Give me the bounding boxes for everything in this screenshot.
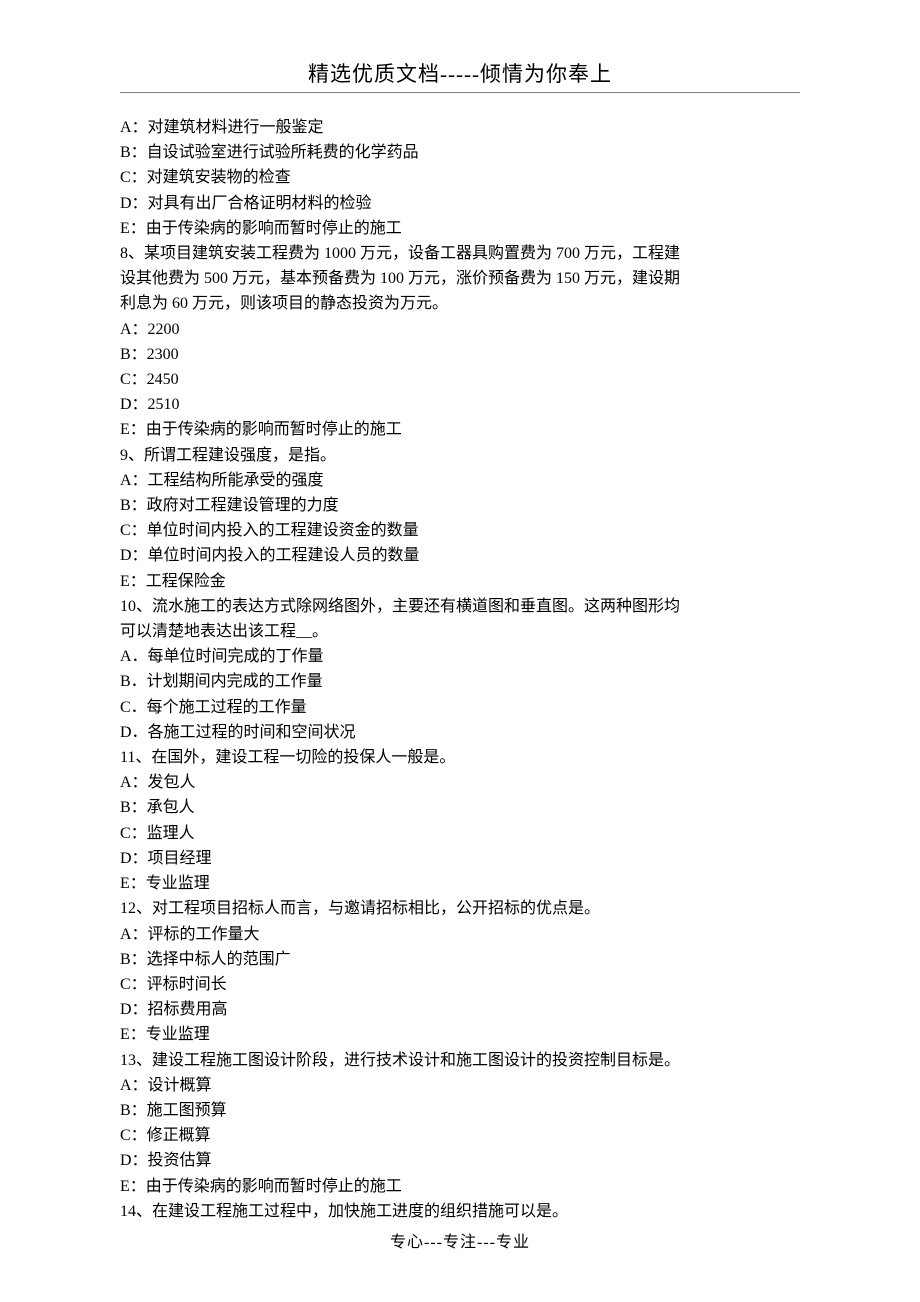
text-line: C：监理人 (120, 821, 800, 846)
text-line: 可以清楚地表达出该工程__。 (120, 619, 800, 644)
text-line: E：专业监理 (120, 871, 800, 896)
text-line: 利息为 60 万元，则该项目的静态投资为万元。 (120, 291, 800, 316)
text-line: C：单位时间内投入的工程建设资金的数量 (120, 518, 800, 543)
header-divider (120, 92, 800, 93)
text-line: E：由于传染病的影响而暂时停止的施工 (120, 216, 800, 241)
text-line: B：承包人 (120, 795, 800, 820)
text-line: C：评标时间长 (120, 972, 800, 997)
text-line: E：由于传染病的影响而暂时停止的施工 (120, 417, 800, 442)
text-line: 13、建设工程施工图设计阶段，进行技术设计和施工图设计的投资控制目标是。 (120, 1048, 800, 1073)
text-line: B：2300 (120, 342, 800, 367)
text-line: D．各施工过程的时间和空间状况 (120, 720, 800, 745)
text-line: 10、流水施工的表达方式除网络图外，主要还有横道图和垂直图。这两种图形均 (120, 594, 800, 619)
text-line: A：发包人 (120, 770, 800, 795)
text-line: A：工程结构所能承受的强度 (120, 468, 800, 493)
text-line: A：评标的工作量大 (120, 922, 800, 947)
text-line: D：单位时间内投入的工程建设人员的数量 (120, 543, 800, 568)
page-footer: 专心---专注---专业 (0, 1228, 920, 1252)
text-line: A．每单位时间完成的丁作量 (120, 644, 800, 669)
text-line: 8、某项目建筑安装工程费为 1000 万元，设备工器具购置费为 700 万元，工… (120, 241, 800, 266)
text-line: E：工程保险金 (120, 569, 800, 594)
text-line: 11、在国外，建设工程一切险的投保人一般是。 (120, 745, 800, 770)
text-line: B：施工图预算 (120, 1098, 800, 1123)
text-line: B：自设试验室进行试验所耗费的化学药品 (120, 140, 800, 165)
text-line: D：招标费用高 (120, 997, 800, 1022)
text-line: B：政府对工程建设管理的力度 (120, 493, 800, 518)
text-line: C：对建筑安装物的检查 (120, 165, 800, 190)
text-line: D：投资估算 (120, 1148, 800, 1173)
text-line: B：选择中标人的范围广 (120, 947, 800, 972)
text-line: 设其他费为 500 万元，基本预备费为 100 万元，涨价预备费为 150 万元… (120, 266, 800, 291)
document-content: A：对建筑材料进行一般鉴定 B：自设试验室进行试验所耗费的化学药品 C：对建筑安… (120, 115, 800, 1224)
text-line: E：专业监理 (120, 1022, 800, 1047)
text-line: 9、所谓工程建设强度，是指。 (120, 443, 800, 468)
text-line: C．每个施工过程的工作量 (120, 695, 800, 720)
text-line: B．计划期间内完成的工作量 (120, 669, 800, 694)
text-line: 14、在建设工程施工过程中，加快施工进度的组织措施可以是。 (120, 1199, 800, 1224)
text-line: D：项目经理 (120, 846, 800, 871)
page-header: 精选优质文档-----倾情为你奉上 (120, 58, 800, 88)
text-line: C：2450 (120, 367, 800, 392)
text-line: A：设计概算 (120, 1073, 800, 1098)
text-line: D：对具有出厂合格证明材料的检验 (120, 191, 800, 216)
text-line: A：2200 (120, 317, 800, 342)
text-line: E：由于传染病的影响而暂时停止的施工 (120, 1174, 800, 1199)
document-page: 精选优质文档-----倾情为你奉上 A：对建筑材料进行一般鉴定 B：自设试验室进… (0, 0, 920, 1264)
text-line: C：修正概算 (120, 1123, 800, 1148)
text-line: 12、对工程项目招标人而言，与邀请招标相比，公开招标的优点是。 (120, 896, 800, 921)
text-line: D：2510 (120, 392, 800, 417)
text-line: A：对建筑材料进行一般鉴定 (120, 115, 800, 140)
